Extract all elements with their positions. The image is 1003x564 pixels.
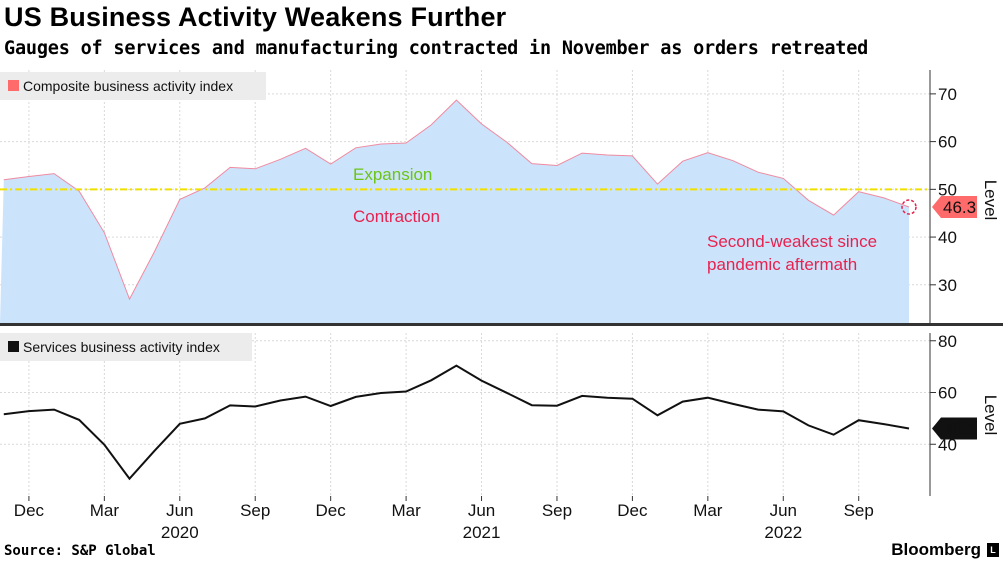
x-tick-label: Jun [468, 501, 495, 520]
composite-legend-label: Composite business activity index [23, 78, 233, 94]
composite-area [0, 100, 909, 323]
services-last-value-label: 46.1 [943, 419, 976, 438]
x-tick-label: Dec [316, 501, 347, 520]
composite-y-tick-label: 50 [938, 180, 957, 199]
x-tick-label: Sep [542, 501, 572, 520]
services-legend-box [0, 333, 252, 361]
x-year-label: 2020 [161, 523, 199, 542]
x-tick-label: Sep [240, 501, 270, 520]
brand-logo: Bloomberg L [891, 540, 999, 560]
chart-title: US Business Activity Weakens Further [4, 2, 507, 32]
composite-legend-swatch [8, 80, 19, 91]
services-y-axis: 40 60 80 [929, 332, 957, 496]
services-y-tick-label: 40 [938, 435, 957, 454]
source-note: Source: S&P Global [4, 543, 156, 559]
services-last-value-callout [932, 417, 977, 440]
composite-last-value-callout [932, 196, 977, 219]
composite-y-axis: 30 40 50 60 70 [929, 70, 957, 323]
x-axis: Dec Mar Jun Sep Dec Mar Jun Sep Dec Mar Jun Sep 2020… [14, 496, 874, 542]
x-tick-label: Mar [90, 501, 120, 520]
x-tick-label: Jun [770, 501, 797, 520]
note-annotation-line2: pandemic aftermath [707, 255, 857, 274]
x-tick-label: Mar [693, 501, 723, 520]
composite-y-tick-label: 30 [938, 276, 957, 295]
services-y-tick-label: 60 [938, 384, 957, 403]
x-tick-label: Dec [617, 501, 648, 520]
panel-divider [0, 323, 1003, 326]
services-y-axis-label: Level [981, 395, 1000, 436]
note-annotation-line1: Second-weakest since [707, 232, 877, 251]
services-line [3, 364, 910, 481]
expansion-annotation: Expansion [353, 165, 432, 184]
composite-y-tick-label: 40 [938, 228, 957, 247]
x-tick-label: Dec [14, 501, 45, 520]
services-legend-swatch [8, 341, 19, 352]
services-y-tick-label: 80 [938, 332, 957, 351]
composite-last-value-label: 46.3 [943, 198, 976, 217]
composite-y-axis-label: Level [981, 180, 1000, 221]
bloomberg-terminal-icon: L [987, 543, 999, 557]
composite-y-tick-label: 60 [938, 133, 957, 152]
composite-legend-box [0, 72, 266, 100]
services-grid [0, 333, 930, 496]
chart-subtitle: Gauges of services and manufacturing con… [4, 38, 869, 59]
brand-name: Bloomberg [891, 540, 981, 559]
services-legend-label: Services business activity index [23, 339, 220, 355]
x-tick-label: Mar [391, 501, 421, 520]
composite-y-tick-label: 70 [938, 85, 957, 104]
x-tick-label: Jun [166, 501, 193, 520]
latest-point-marker [901, 199, 917, 215]
contraction-annotation: Contraction [353, 207, 440, 226]
x-year-label: 2021 [463, 523, 501, 542]
x-year-label: 2022 [764, 523, 802, 542]
x-tick-label: Sep [844, 501, 874, 520]
